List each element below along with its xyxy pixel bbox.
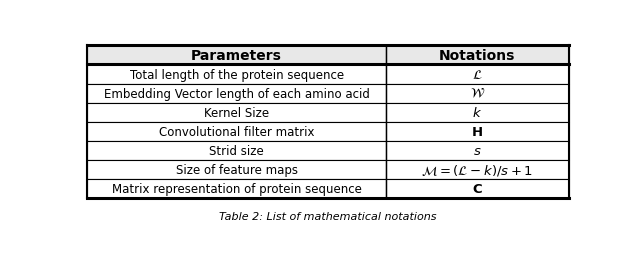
Bar	[88, 180, 386, 199]
Bar	[88, 103, 386, 122]
Text: Embedding Vector length of each amino acid: Embedding Vector length of each amino ac…	[104, 87, 369, 100]
Bar	[88, 122, 386, 141]
Text: $s$: $s$	[473, 145, 481, 157]
Text: Notations: Notations	[439, 49, 515, 63]
Bar	[88, 65, 386, 84]
Bar	[386, 65, 568, 84]
Bar	[386, 84, 568, 103]
Text: $\mathcal{W}$: $\mathcal{W}$	[470, 87, 484, 100]
Bar	[386, 141, 568, 161]
Bar	[386, 103, 568, 122]
Text: Parameters: Parameters	[191, 49, 282, 63]
Text: Matrix representation of protein sequence: Matrix representation of protein sequenc…	[111, 183, 362, 196]
Bar	[88, 141, 386, 161]
Text: $k$: $k$	[472, 106, 482, 120]
Bar	[88, 84, 386, 103]
Text: Kernel Size: Kernel Size	[204, 106, 269, 119]
Text: $\mathcal{M} = (\mathcal{L} - k)/s + 1$: $\mathcal{M} = (\mathcal{L} - k)/s + 1$	[421, 163, 533, 178]
Text: Total length of the protein sequence: Total length of the protein sequence	[129, 68, 344, 81]
Text: $\mathbf{C}$: $\mathbf{C}$	[472, 183, 483, 196]
Text: Strid size: Strid size	[209, 145, 264, 157]
Bar	[88, 46, 386, 65]
Text: Table 2: List of mathematical notations: Table 2: List of mathematical notations	[220, 211, 436, 221]
Bar	[88, 161, 386, 180]
Bar	[386, 46, 568, 65]
Text: $\mathcal{L}$: $\mathcal{L}$	[472, 68, 483, 81]
Bar	[386, 180, 568, 199]
Text: Size of feature maps: Size of feature maps	[175, 164, 298, 177]
Text: $\mathbf{H}$: $\mathbf{H}$	[471, 125, 483, 138]
Bar	[386, 122, 568, 141]
Bar	[386, 161, 568, 180]
Text: Convolutional filter matrix: Convolutional filter matrix	[159, 125, 314, 138]
